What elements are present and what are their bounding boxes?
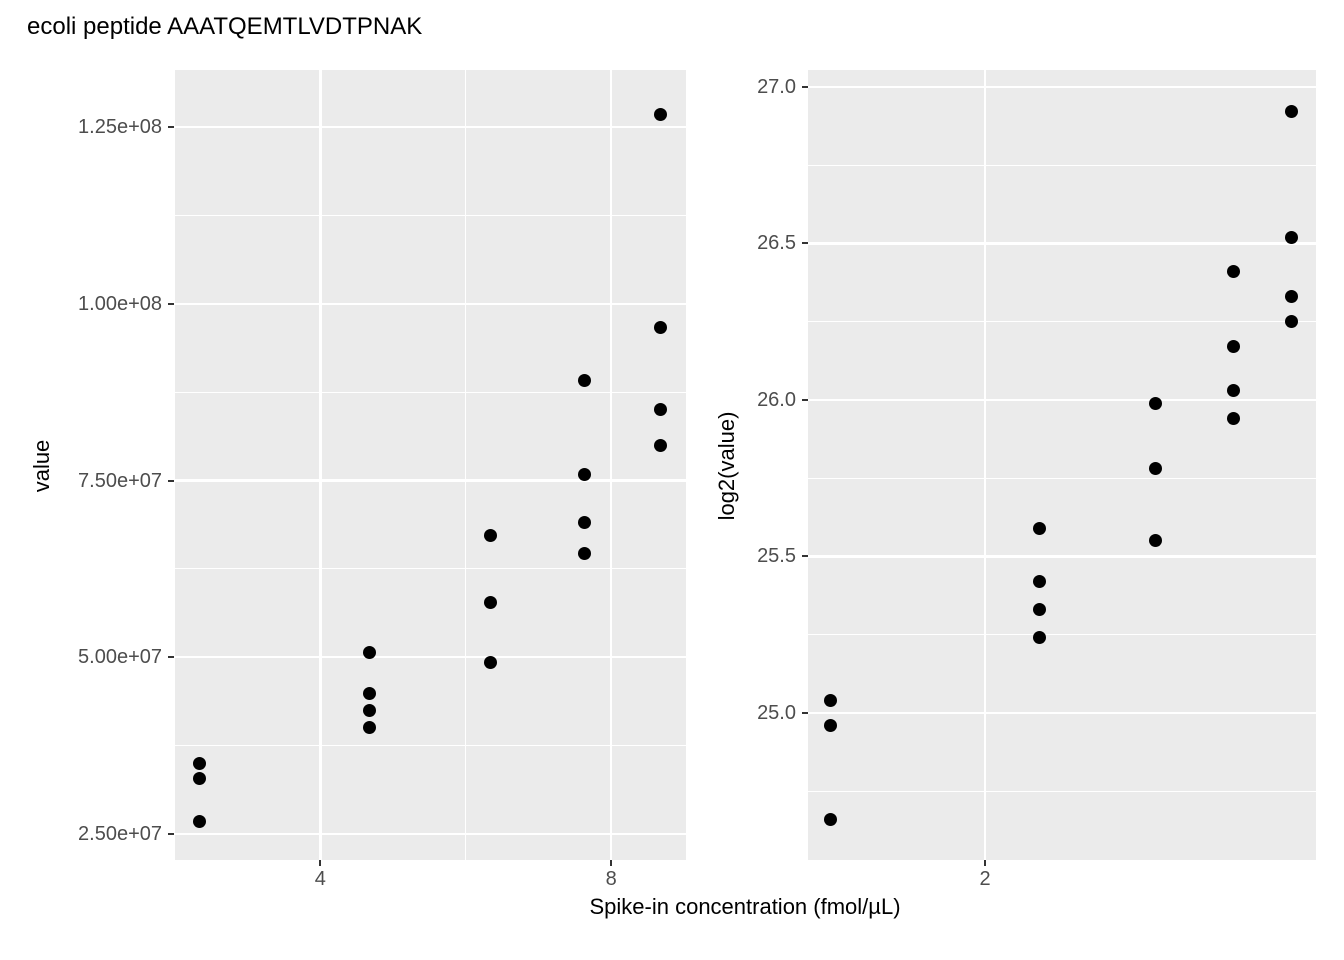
y-tick-mark <box>168 302 174 305</box>
y-tick-label: 1.00e+08 <box>78 292 162 315</box>
y-tick-label: 25.0 <box>757 701 796 724</box>
gridline-major-horizontal <box>174 479 686 482</box>
data-point <box>1227 265 1241 279</box>
x-axis-title: Spike-in concentration (fmol/µL) <box>589 894 901 919</box>
scatter-panel-value <box>174 70 686 860</box>
gridline-major-horizontal <box>174 302 686 306</box>
gridline-minor-vertical <box>174 70 176 860</box>
data-point <box>1149 396 1163 410</box>
data-point <box>1284 230 1298 244</box>
data-point <box>1149 534 1163 548</box>
data-point <box>654 108 668 122</box>
data-point <box>577 516 591 530</box>
data-point <box>1032 631 1046 645</box>
data-point <box>577 546 591 560</box>
data-point <box>1227 340 1241 354</box>
y-tick-mark <box>802 711 808 714</box>
gridline-major-horizontal <box>808 398 1316 402</box>
data-point <box>823 693 837 707</box>
y-tick-label: 1.25e+08 <box>78 116 162 139</box>
data-point <box>483 596 497 610</box>
gridline-minor-horizontal <box>808 790 1316 792</box>
data-point <box>363 703 377 717</box>
data-point <box>483 529 497 543</box>
y-tick-label: 2.50e+07 <box>78 822 162 845</box>
data-point <box>1284 290 1298 304</box>
data-point <box>1032 574 1046 588</box>
y-tick-mark <box>802 398 808 401</box>
y-tick-label: 27.0 <box>757 75 796 98</box>
data-point <box>193 756 207 770</box>
y-tick-label: 5.00e+07 <box>78 646 162 669</box>
data-point <box>654 403 668 417</box>
data-point <box>363 721 377 735</box>
gridline-major-horizontal <box>808 555 1316 558</box>
gridline-major-vertical <box>609 70 613 860</box>
y-tick-mark <box>802 242 808 245</box>
data-point <box>1032 603 1046 617</box>
data-point <box>577 467 591 481</box>
gridline-minor-horizontal <box>808 634 1316 636</box>
data-point <box>1032 521 1046 535</box>
data-point <box>654 321 668 335</box>
data-point <box>577 373 591 387</box>
y-tick-label: 26.5 <box>757 232 796 255</box>
gridline-minor-horizontal <box>174 391 686 393</box>
gridline-major-horizontal <box>174 655 686 659</box>
gridline-minor-horizontal <box>808 164 1316 166</box>
gridline-minor-vertical <box>465 70 467 860</box>
x-tick-mark <box>610 860 613 866</box>
x-tick-label: 4 <box>314 868 326 890</box>
gridline-major-horizontal <box>808 242 1316 245</box>
y-tick-label: 7.50e+07 <box>78 469 162 492</box>
gridline-major-vertical <box>983 70 987 860</box>
gridline-minor-horizontal <box>174 214 686 217</box>
data-point <box>1227 412 1241 426</box>
gridline-major-horizontal <box>808 711 1316 715</box>
y-tick-mark <box>168 656 174 659</box>
data-point <box>823 718 837 732</box>
data-point <box>654 438 668 452</box>
y-axis-title-left: value <box>29 439 54 493</box>
data-point <box>363 646 377 660</box>
data-point <box>483 655 497 669</box>
y-tick-mark <box>802 85 808 88</box>
data-point <box>1284 315 1298 329</box>
gridline-major-horizontal <box>174 832 686 836</box>
gridline-minor-horizontal <box>174 744 686 747</box>
data-point <box>193 771 207 785</box>
x-tick-mark <box>984 860 987 866</box>
y-tick-label: 26.0 <box>757 388 796 411</box>
y-tick-label: 25.5 <box>757 545 796 568</box>
x-tick-label: 8 <box>605 868 617 890</box>
data-point <box>1149 462 1163 476</box>
gridline-major-horizontal <box>174 125 686 129</box>
y-tick-mark <box>168 479 174 482</box>
gridline-minor-horizontal <box>808 477 1316 479</box>
x-tick-label: 2 <box>979 868 991 890</box>
data-point <box>1227 384 1241 397</box>
gridline-major-vertical <box>319 70 322 860</box>
scatter-panel-log2value <box>808 70 1316 860</box>
data-point <box>193 815 207 829</box>
x-tick-mark <box>319 860 322 866</box>
data-point <box>363 686 377 700</box>
y-tick-mark <box>802 555 808 558</box>
gridline-minor-horizontal <box>174 568 686 570</box>
gridline-minor-horizontal <box>808 321 1316 323</box>
figure-title: ecoli peptide AAATQEMTLVDTPNAK <box>27 13 423 40</box>
y-tick-mark <box>168 832 174 835</box>
gridline-major-horizontal <box>808 85 1316 89</box>
data-point <box>1284 105 1298 119</box>
data-point <box>823 812 837 826</box>
y-tick-mark <box>168 126 174 129</box>
